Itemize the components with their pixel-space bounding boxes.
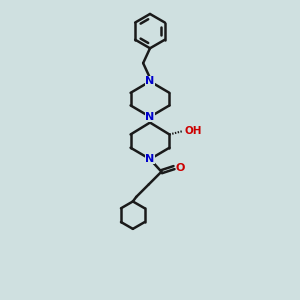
Text: O: O [176,163,185,172]
Text: N: N [146,76,154,86]
Text: OH: OH [184,126,202,136]
Text: N: N [146,154,154,164]
Text: N: N [146,112,154,122]
Polygon shape [148,117,152,123]
